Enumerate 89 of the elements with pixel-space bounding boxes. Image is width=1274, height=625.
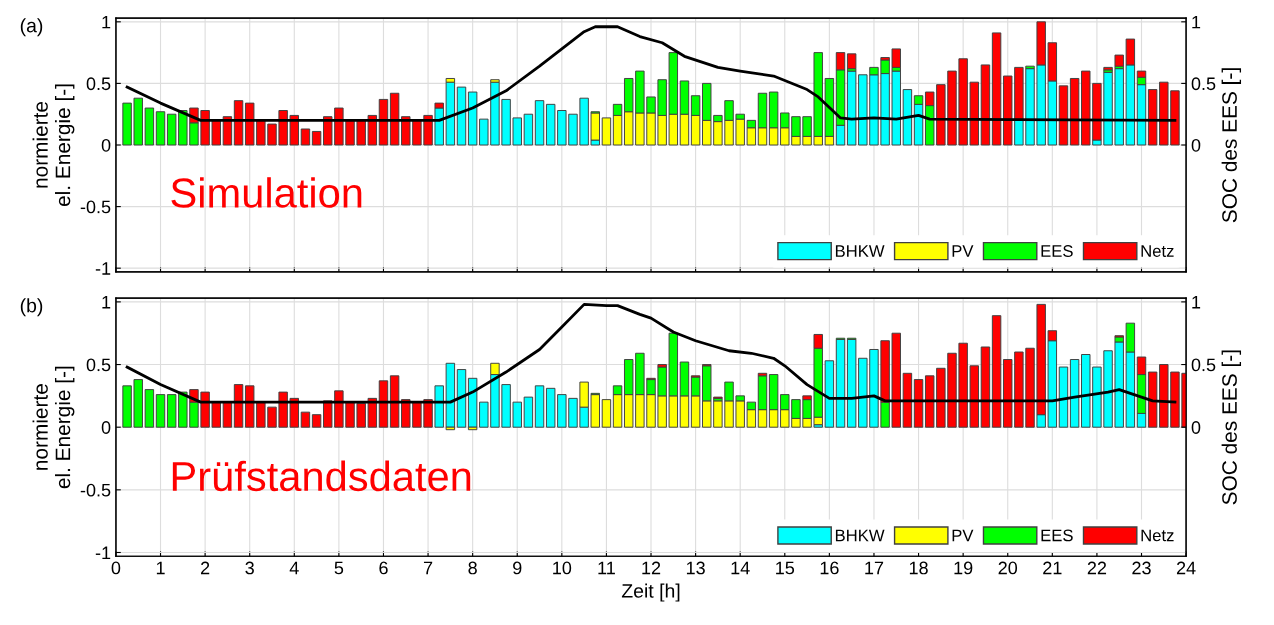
bar <box>523 113 534 146</box>
x-tick-label: 22 <box>1087 561 1107 575</box>
legend-label: Netz <box>1141 529 1174 542</box>
annotation: Prüfstandsdaten <box>172 460 471 492</box>
legend-label: Netz <box>1141 245 1174 257</box>
x-tick-label: 12 <box>642 561 661 575</box>
bar <box>601 399 612 428</box>
bar <box>991 32 1002 146</box>
bar <box>1058 85 1069 146</box>
x-tick-label: 3 <box>245 561 254 575</box>
x-tick-label: 6 <box>379 561 388 575</box>
y2-tick-label: 1 <box>1192 296 1201 309</box>
text: (a) <box>20 18 43 37</box>
bar <box>311 414 322 428</box>
x-tick-label: 16 <box>820 561 839 575</box>
x-tick-label: 7 <box>423 561 433 575</box>
y-tick-label: 1 <box>102 15 111 29</box>
y-tick-label: 0 <box>101 138 111 152</box>
y2-tick-label: 0.5 <box>1191 77 1216 91</box>
x-tick-label: 17 <box>865 561 884 575</box>
x-tick-label: 0 <box>111 561 121 575</box>
text: (b) <box>20 298 43 317</box>
x-tick-label: 21 <box>1043 561 1062 575</box>
legend-label: PV <box>952 245 974 257</box>
bar <box>913 379 924 428</box>
x-tick-label: 8 <box>468 561 477 575</box>
y-tick-label: 1 <box>102 296 111 309</box>
x-tick-label: 2 <box>201 561 210 575</box>
x-tick-label: 4 <box>289 561 299 575</box>
legend-label: BHKW <box>835 245 885 257</box>
x-tick-label: 20 <box>998 561 1018 575</box>
bar <box>601 117 612 146</box>
annotation: Simulation <box>171 177 362 208</box>
bar <box>991 315 1002 428</box>
x-tick-label: 1 <box>156 561 165 575</box>
line-series <box>125 303 1177 404</box>
bar <box>523 396 534 428</box>
bar <box>311 130 322 146</box>
x-tick-label: 19 <box>954 561 973 575</box>
y2-tick-label: 0.5 <box>1191 358 1216 372</box>
x-tick-label: 5 <box>334 561 344 575</box>
y-tick-label: -0.5 <box>80 200 111 214</box>
y-tick-label: 0 <box>101 421 111 434</box>
x-tick-label: 10 <box>553 561 572 575</box>
bar <box>456 369 467 428</box>
bar <box>456 86 467 146</box>
bar <box>155 394 166 428</box>
y2-axis-title: SOC des EES [-] <box>1221 68 1242 223</box>
y-axis-title: normierte el. Energie [-] <box>32 84 75 207</box>
line-series <box>125 25 1177 122</box>
bar <box>534 100 545 146</box>
y-tick-label: -1 <box>95 262 111 275</box>
bar <box>378 380 389 428</box>
x-tick-label: 24 <box>1176 561 1196 575</box>
bar <box>902 89 913 146</box>
x-tick-label: 9 <box>513 561 522 575</box>
y-tick-label: 0.5 <box>86 77 111 91</box>
bar <box>300 128 311 146</box>
y2-tick-label: 0 <box>1191 421 1201 434</box>
legend-label: BHKW <box>835 529 885 542</box>
y2-axis-title: SOC des EES [-] <box>1221 350 1242 505</box>
x-tick-label: 15 <box>776 561 795 575</box>
legend-label: EES <box>1041 245 1073 257</box>
bar <box>835 338 846 428</box>
x-tick-label: 23 <box>1132 561 1151 575</box>
bar <box>233 100 244 146</box>
legend-label: PV <box>952 529 974 542</box>
y-tick-label: -1 <box>95 546 111 560</box>
x-tick-label: 13 <box>686 561 705 575</box>
x-axis-title: Zeit [h] <box>621 583 680 602</box>
y2-tick-label: 0 <box>1191 138 1201 152</box>
bar <box>1058 366 1069 428</box>
bar <box>902 372 913 428</box>
x-tick-label: 18 <box>909 561 928 575</box>
bar <box>980 346 991 428</box>
y-tick-label: -0.5 <box>80 483 111 497</box>
x-tick-label: 14 <box>731 561 750 575</box>
y2-tick-label: 1 <box>1192 15 1201 29</box>
y-axis-title: normierte el. Energie [-] <box>32 366 75 489</box>
y-tick-label: 0.5 <box>86 358 111 372</box>
bar <box>534 385 545 428</box>
bar <box>300 411 311 428</box>
bar <box>233 384 244 428</box>
legend-label: EES <box>1041 529 1073 542</box>
bar <box>155 111 166 146</box>
bar <box>846 53 857 70</box>
x-tick-label: 11 <box>598 561 615 575</box>
bar <box>378 98 389 146</box>
bar <box>980 64 991 146</box>
